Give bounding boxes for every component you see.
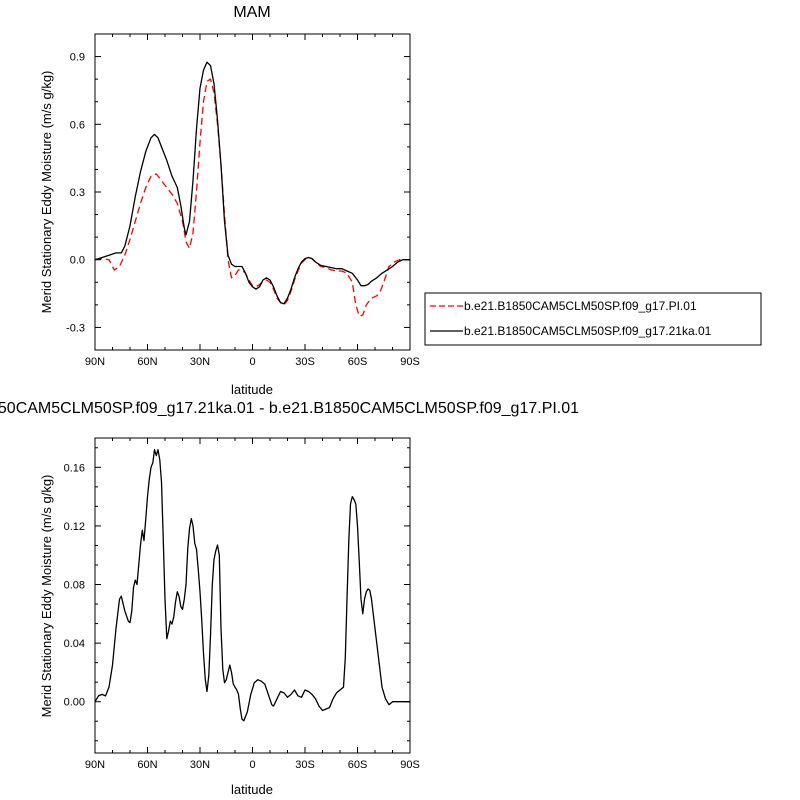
top-x-tick-label: 30N xyxy=(190,356,210,368)
bottom-x-tick-label: 60S xyxy=(348,759,368,771)
top-chart-title: MAM xyxy=(233,4,270,21)
top-x-tick-label: 90N xyxy=(85,356,105,368)
top-series-line-1 xyxy=(94,61,410,305)
bottom-series-line-0 xyxy=(94,449,410,722)
bottom-panel: b.e21.B1850CAM5CLM50SP.f09_g17.21ka.01 -… xyxy=(0,400,579,797)
top-series-line-0 xyxy=(94,78,410,317)
legend: b.e21.B1850CAM5CLM50SP.f09_g17.PI.01 b.e… xyxy=(424,292,762,346)
top-x-tick-label: 30S xyxy=(295,356,315,368)
legend-box xyxy=(424,292,762,346)
bottom-y-tick-label: 0.16 xyxy=(64,462,85,474)
top-x-axis-label: latitude xyxy=(231,382,273,397)
bottom-x-tick-label: 90N xyxy=(85,759,105,771)
top-y-tick-label: 0.3 xyxy=(70,187,85,199)
bottom-x-axis-label: latitude xyxy=(231,782,273,797)
top-y-tick-label: 0.0 xyxy=(70,255,85,267)
top-x-tick-label: 90S xyxy=(400,356,420,368)
top-y-tick-label: 0.9 xyxy=(70,52,85,64)
top-y-tick-label: 0.6 xyxy=(70,119,85,131)
bottom-y-axis-label: Merid Stationary Eddy Moisture (m/s g/kg… xyxy=(39,475,54,718)
bottom-x-tick-label: 30N xyxy=(190,759,210,771)
top-x-tick-label: 60N xyxy=(137,356,157,368)
top-x-tick-label: 0 xyxy=(249,356,255,368)
bottom-x-tick-label: 60N xyxy=(137,759,157,771)
bottom-y-tick-label: 0.12 xyxy=(64,521,85,533)
bottom-chart-title: b.e21.B1850CAM5CLM50SP.f09_g17.21ka.01 -… xyxy=(0,400,579,417)
bottom-x-tick-label: 90S xyxy=(400,759,420,771)
legend-label-21ka: b.e21.B1850CAM5CLM50SP.f09_g17.21ka.01 xyxy=(464,324,712,338)
top-panel: MAM 90N 60N 30N 0 30S 60S 90S-0.30.00.30.60.9 … xyxy=(39,4,762,397)
bottom-x-tick-label: 30S xyxy=(295,759,315,771)
bottom-plot-frame xyxy=(94,437,411,754)
bottom-y-tick-label: 0.00 xyxy=(64,697,85,709)
top-y-axis-label: Merid Stationary Eddy Moisture (m/s g/kg… xyxy=(39,71,54,314)
top-x-tick-label: 60S xyxy=(348,356,368,368)
bottom-x-tick-label: 0 xyxy=(249,759,255,771)
bottom-y-tick-label: 0.08 xyxy=(64,580,85,592)
top-y-tick-label: -0.3 xyxy=(66,322,85,334)
bottom-y-tick-label: 0.04 xyxy=(64,638,85,650)
legend-label-pi: b.e21.B1850CAM5CLM50SP.f09_g17.PI.01 xyxy=(464,299,697,313)
top-plot-frame xyxy=(94,33,411,351)
